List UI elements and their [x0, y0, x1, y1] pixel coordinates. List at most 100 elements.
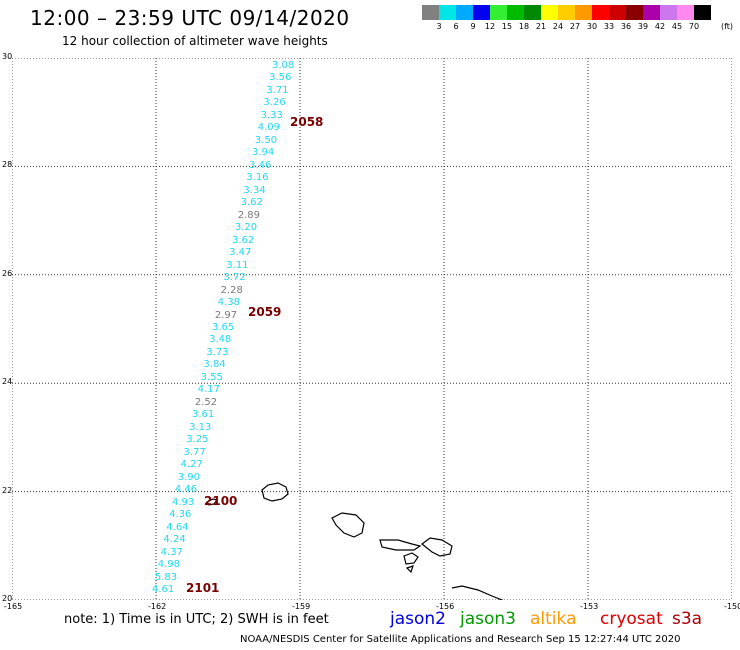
note-text: note: 1) Time is in UTC; 2) SWH is in fe… — [64, 612, 329, 627]
y-tick-label: 28 — [2, 160, 13, 170]
wave-height-label: 3.08 — [272, 60, 295, 71]
y-tick-label: 30 — [2, 52, 13, 61]
wave-height-label: 2.89 — [237, 209, 260, 221]
wave-height-label: 3.61 — [192, 409, 215, 421]
scale-label: 42 — [654, 22, 666, 31]
satellite-cryosat: cryosat — [600, 609, 663, 629]
scale-swatch — [439, 5, 456, 20]
wave-height-label: 3.16 — [246, 172, 269, 184]
wave-height-label: 4.09 — [257, 122, 280, 134]
wave-height-label: 3.62 — [232, 234, 255, 246]
scale-swatch — [558, 5, 575, 20]
time-label: 2100 — [204, 494, 238, 509]
scale-swatch — [626, 5, 643, 20]
wave-height-label: 4.64 — [166, 521, 189, 533]
island-kahoolawe — [405, 565, 414, 574]
wave-height-label: 3.25 — [186, 434, 209, 446]
time-label: 2101 — [186, 581, 220, 596]
color-scale — [422, 5, 711, 20]
wave-height-label: 3.56 — [269, 72, 292, 84]
scale-swatch — [660, 5, 677, 20]
wave-height-label: 3.72 — [223, 272, 246, 284]
scale-label: 9 — [470, 22, 476, 31]
color-scale-labels: 3 6 9 12 15 18 21 24 27 30 33 36 39 42 45 70 (ft) — [422, 22, 740, 34]
y-tick-label: 24 — [2, 377, 13, 387]
wave-height-label: 3.55 — [200, 371, 223, 383]
credit-line: NOAA/NESDIS Center for Satellite Applica… — [240, 634, 681, 645]
scale-label: 70 — [688, 22, 700, 31]
scale-label: 15 — [501, 22, 513, 31]
wave-height-label: 3.47 — [229, 247, 252, 259]
x-tick-label: -150 — [724, 602, 740, 611]
scale-swatch — [592, 5, 609, 20]
satellite-jason3: jason3 — [460, 609, 516, 629]
wave-height-label: 4.24 — [163, 534, 186, 546]
wave-height-label: 3.94 — [252, 147, 275, 159]
scale-unit: (ft) — [720, 22, 734, 31]
x-tick-label: -156 — [436, 602, 455, 611]
scale-label: 27 — [569, 22, 581, 31]
wave-height-label: 4.46 — [174, 484, 198, 496]
wave-height-label: 2.97 — [214, 309, 238, 321]
scale-label: 39 — [637, 22, 649, 31]
wave-height-label: 5.83 — [154, 571, 178, 583]
wave-height-label: 3.62 — [240, 197, 263, 209]
wave-height-label: 4.93 — [172, 496, 195, 508]
wave-height-label: 4.61 — [152, 584, 175, 595]
scale-swatch — [541, 5, 558, 20]
wave-height-label: 3.33 — [260, 109, 283, 121]
page-title: 12:00 – 23:59 UTC 09/14/2020 — [30, 6, 350, 30]
scale-label: 36 — [620, 22, 632, 31]
wave-height-label: 3.77 — [183, 446, 206, 458]
wave-height-label: 3.50 — [254, 134, 278, 146]
wave-height-label: 4.37 — [160, 546, 183, 558]
wave-height-label: 3.84 — [203, 359, 226, 371]
scale-swatch — [456, 5, 473, 20]
scale-swatch — [473, 5, 490, 20]
wave-height-label: 3.46 — [249, 159, 272, 171]
wave-height-label: 3.13 — [189, 421, 212, 433]
scale-label: 18 — [518, 22, 530, 31]
island-lanai — [403, 552, 419, 565]
x-tick-label: -162 — [148, 602, 167, 611]
wave-height-label: 3.73 — [206, 346, 229, 358]
wave-height-label: 3.71 — [266, 84, 289, 96]
wave-height-label: 4.36 — [169, 509, 192, 521]
x-tick-label: -159 — [292, 602, 311, 611]
island-oahu — [331, 512, 365, 538]
y-tick-label: 26 — [2, 268, 13, 278]
wave-height-label: 2.28 — [220, 284, 243, 296]
x-tick-label: -153 — [580, 602, 599, 611]
scale-label: 3 — [436, 22, 442, 31]
wave-height-label: 4.98 — [157, 559, 180, 571]
scale-swatch — [643, 5, 660, 20]
scale-swatch — [609, 5, 626, 20]
scale-swatch — [524, 5, 541, 20]
scale-label: 24 — [552, 22, 564, 31]
wave-height-label: 3.48 — [209, 334, 232, 346]
scale-swatch — [422, 5, 439, 20]
island-hawaii — [451, 585, 504, 600]
wave-height-label: 3.34 — [243, 184, 266, 196]
scale-swatch — [694, 5, 711, 20]
time-label: 2059 — [248, 304, 282, 319]
wave-height-label: 4.27 — [180, 459, 203, 471]
map-canvas — [12, 58, 732, 600]
wave-height-label: 3.90 — [177, 471, 200, 483]
y-tick-label: 20 — [2, 594, 13, 603]
scale-label: 12 — [484, 22, 496, 31]
island-kauai — [261, 482, 289, 502]
wave-height-label: 3.20 — [234, 222, 258, 234]
wave-height-label: 3.11 — [226, 259, 249, 271]
scale-label: 33 — [603, 22, 615, 31]
island-niihau — [206, 498, 219, 506]
map-plot-area — [12, 58, 732, 600]
satellite-s3a: s3a — [672, 609, 703, 629]
wave-height-label: 2.52 — [194, 396, 218, 408]
scale-swatch — [575, 5, 592, 20]
scale-label: 45 — [671, 22, 683, 31]
page-subtitle: 12 hour collection of altimeter wave hei… — [62, 34, 328, 48]
scale-swatch — [507, 5, 524, 20]
island-molokai — [379, 539, 422, 551]
